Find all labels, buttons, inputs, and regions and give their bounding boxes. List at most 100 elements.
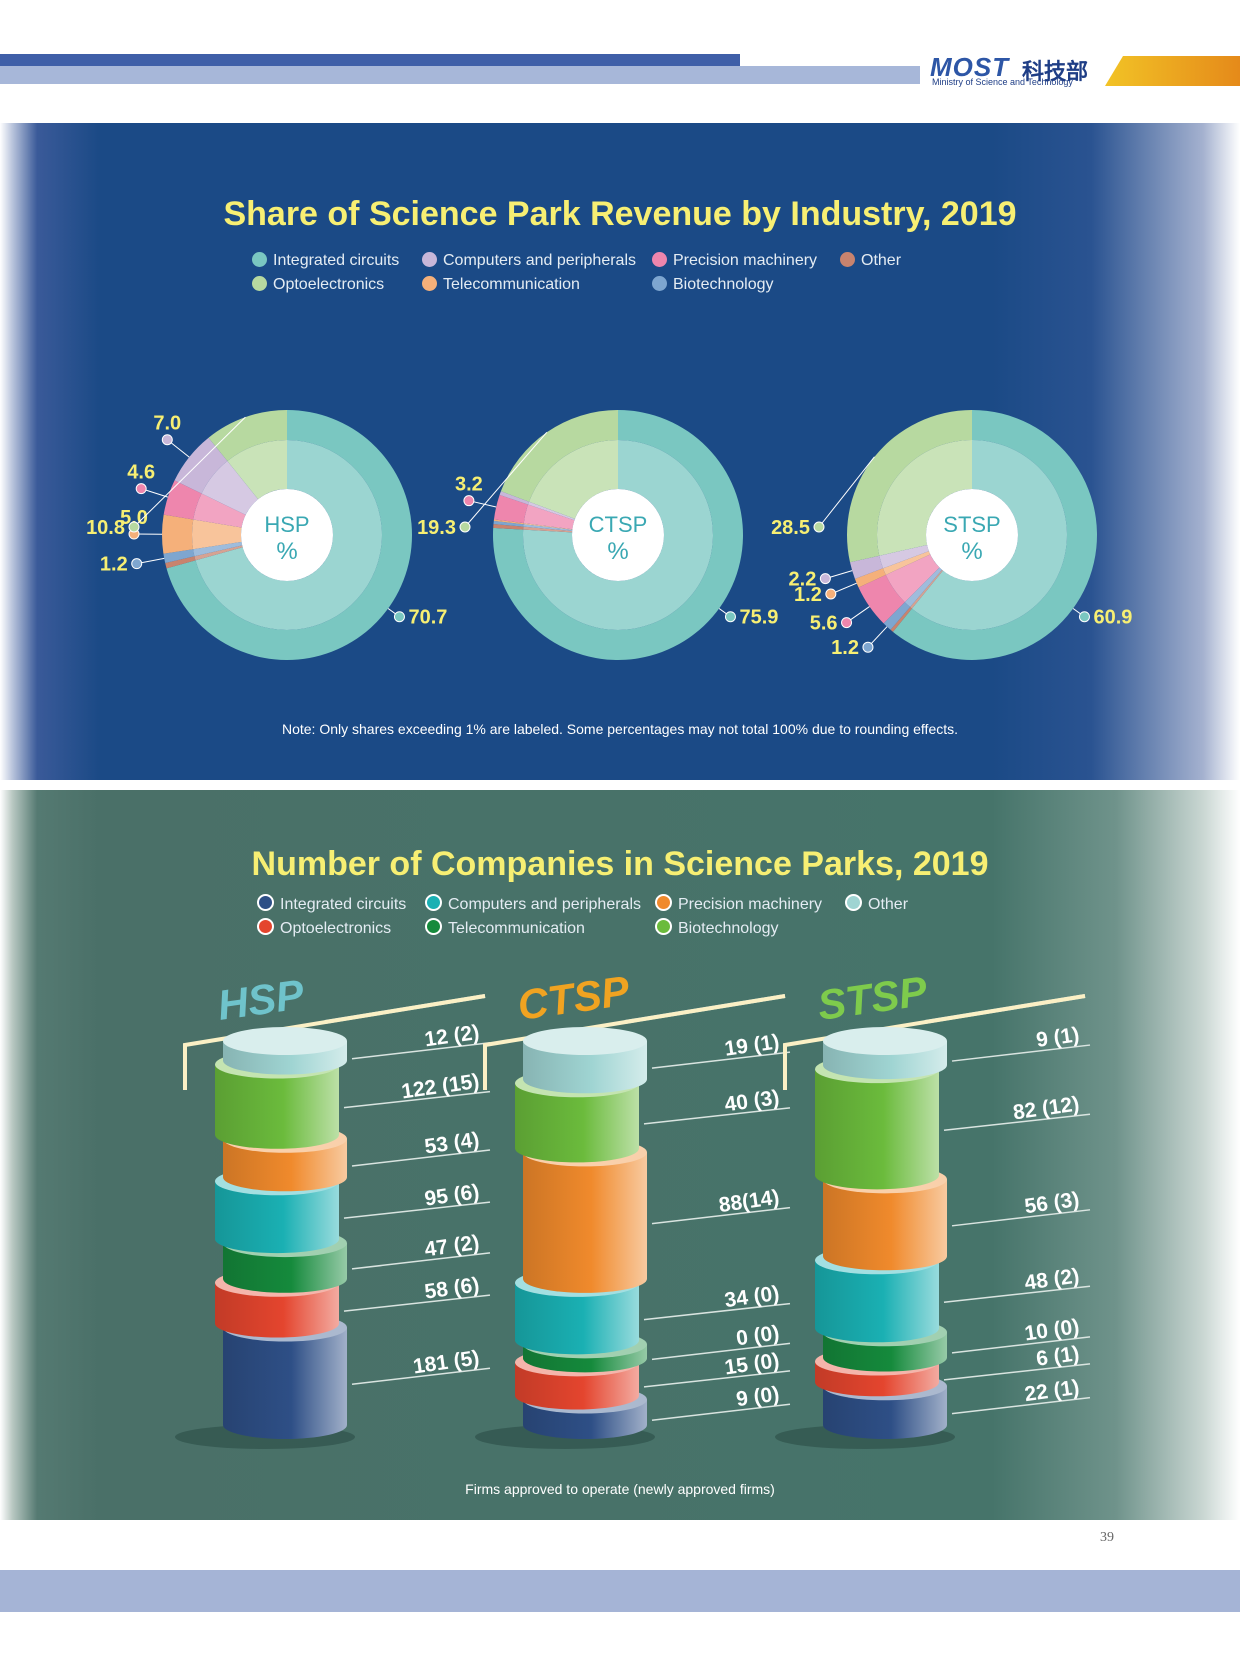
bracket-line <box>783 994 1086 1090</box>
segment-value-label: 15 (0) <box>723 1349 781 1379</box>
donut-slice-outer <box>493 519 524 525</box>
revenue-donut-charts: 70.7 1.2 5.0 4.6 7.0 10.8 HSP% 75.9 3.2 19.3 CTSP%… <box>86 410 1132 660</box>
legend-dot-icon <box>422 276 437 291</box>
donut-value-label: 1.2 <box>831 637 859 659</box>
park-title: STSP <box>815 970 931 1029</box>
donut-slice-inner <box>193 541 243 557</box>
donut-unit-label: % <box>276 538 297 565</box>
donut-slice-inner <box>904 567 943 608</box>
donut-value-label: 1.2 <box>100 554 128 576</box>
donut-slice-inner <box>883 551 931 575</box>
label-dot-icon <box>135 483 147 495</box>
segment-value-label: 19 (1) <box>723 1030 781 1060</box>
donut-unit-label: % <box>961 538 982 565</box>
legend-label: Biotechnology <box>673 276 774 293</box>
value-leader-line <box>643 1107 791 1125</box>
donut-slice-outer <box>161 514 194 554</box>
legend-dot-icon <box>652 276 667 291</box>
donut-slice-inner <box>227 440 287 500</box>
segment-value-label: 40 (3) <box>723 1086 781 1116</box>
value-leader-line <box>351 1367 491 1386</box>
cylinder-segment <box>523 1152 647 1293</box>
revenue-legend-item: Telecommunication <box>422 276 580 294</box>
value-leader-line <box>343 1201 491 1219</box>
legend-label: Computers and peripherals <box>443 252 636 269</box>
legend-dot-icon <box>655 918 672 935</box>
label-dot-icon <box>393 611 405 623</box>
value-leader-line <box>951 1396 1091 1415</box>
donut-value-label: 10.8 <box>86 517 125 539</box>
legend-dot-icon <box>257 918 274 935</box>
legend-dot-icon <box>252 252 267 267</box>
segment-value-label: 34 (0) <box>723 1282 781 1312</box>
footer-band <box>0 1570 1240 1612</box>
label-dot-icon <box>813 521 825 533</box>
stack-hsp: HSP 181 (5) 58 (6) 47 (2) 95 (6) 53 (4) 122 (1… <box>175 970 491 1449</box>
cylinder-segment <box>815 1260 939 1343</box>
donut-value-label: 60.9 <box>1093 607 1132 629</box>
donut-value-label: 28.5 <box>771 517 810 539</box>
donut-slice-outer <box>163 549 195 564</box>
cylinder-top <box>523 1027 647 1055</box>
park-title: HSP <box>215 970 308 1029</box>
donut-slice-inner <box>192 519 242 550</box>
legend-dot-icon <box>840 252 855 267</box>
donut-slice-outer <box>163 480 202 520</box>
donut-slice-outer <box>854 568 886 588</box>
park-title: CTSP <box>515 970 633 1029</box>
legend-label: Precision machinery <box>673 252 818 269</box>
stack-ctsp: CTSP 9 (0) 15 (0)0 (0) 34 (0) 88(14) 40 (3) 19… <box>475 970 791 1449</box>
donut-slice-inner <box>193 493 246 528</box>
donut-hsp: 70.7 1.2 5.0 4.6 7.0 10.8 HSP% <box>86 410 447 660</box>
segment-value-label: 6 (1) <box>1035 1342 1081 1371</box>
logo-text: MOST <box>930 52 1010 82</box>
segment-value-label: 58 (6) <box>423 1273 481 1303</box>
segment-value-label: 9 (1) <box>1035 1023 1081 1052</box>
donut-slice-outer <box>174 437 228 494</box>
bracket-line <box>483 994 786 1090</box>
revenue-legend-item: Computers and peripherals <box>422 252 636 270</box>
logo-subtitle: Ministry of Science and Technology <box>932 77 1073 87</box>
label-dot-icon <box>131 558 143 570</box>
legend-dot-icon <box>257 894 274 911</box>
donut-value-label: 7.0 <box>153 413 181 435</box>
legend-label: Optoelectronics <box>280 920 392 937</box>
donut-unit-label: % <box>607 538 628 565</box>
segment-value-label: 181 (5) <box>412 1346 481 1378</box>
value-leader-line <box>643 1302 791 1321</box>
cylinder-top <box>823 1027 947 1055</box>
donut-center-label: CTSP <box>589 512 648 537</box>
segment-value-label: 47 (2) <box>423 1231 481 1261</box>
donut-slice-outer <box>850 555 884 579</box>
cylinder-segment <box>823 1386 947 1439</box>
revenue-legend-item: Biotechnology <box>652 276 774 294</box>
legend-label: Other <box>868 896 909 913</box>
header-band-light <box>0 66 920 84</box>
companies-legend-item: Integrated circuits <box>257 894 406 914</box>
cylinder-segment <box>215 1282 339 1338</box>
value-leader-line <box>651 1342 791 1361</box>
donut-value-label: 75.9 <box>739 607 778 629</box>
donut-slice-inner <box>523 504 575 530</box>
segment-value-label: 88(14) <box>717 1186 780 1217</box>
donut-slice-inner <box>877 440 972 556</box>
segment-value-label: 48 (2) <box>1023 1264 1081 1294</box>
legend-dot-icon <box>252 276 267 291</box>
legend-dot-icon <box>422 252 437 267</box>
donut-slice-inner <box>911 440 1068 630</box>
donut-slice-inner <box>523 524 573 531</box>
donut-center <box>241 489 333 581</box>
segment-value-label: 82 (12) <box>1012 1092 1081 1124</box>
value-leader-line <box>651 1403 791 1421</box>
donut-slice-inner <box>523 526 573 533</box>
donut-slice-inner <box>528 501 575 521</box>
segment-value-label: 22 (1) <box>1023 1376 1081 1406</box>
companies-legend-item: Other <box>845 894 908 914</box>
label-dot-icon <box>161 434 173 446</box>
revenue-note: Note: Only shares exceeding 1% are label… <box>281 721 959 737</box>
label-dot-icon <box>724 611 736 623</box>
label-dot-icon <box>819 573 831 585</box>
value-leader-line <box>343 1294 491 1312</box>
cylinder-segment <box>223 1243 347 1293</box>
donut-value-label: 4.6 <box>127 462 155 484</box>
